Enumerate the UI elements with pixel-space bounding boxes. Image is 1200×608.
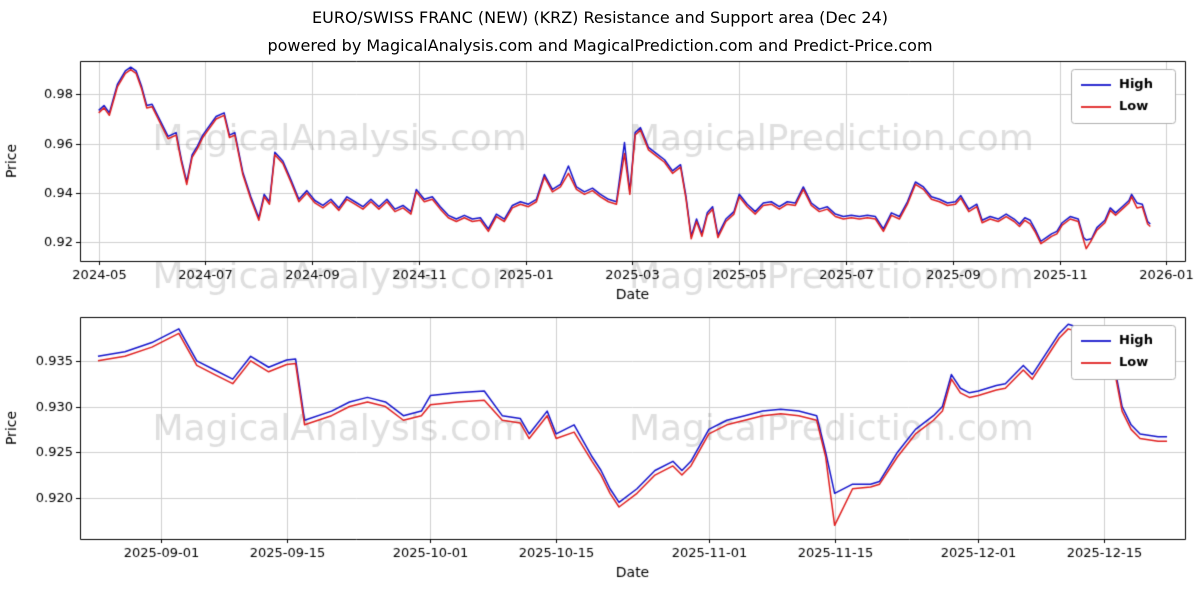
figure-title: EURO/SWISS FRANC (NEW) (KRZ) Resistance … bbox=[312, 8, 888, 27]
figure-subtitle: powered by MagicalAnalysis.com and Magic… bbox=[267, 36, 933, 55]
chart-figure: EURO/SWISS FRANC (NEW) (KRZ) Resistance … bbox=[0, 8, 1200, 587]
bottom-price-chart-canvas bbox=[0, 307, 1200, 587]
top-price-chart-canvas bbox=[0, 55, 1200, 307]
